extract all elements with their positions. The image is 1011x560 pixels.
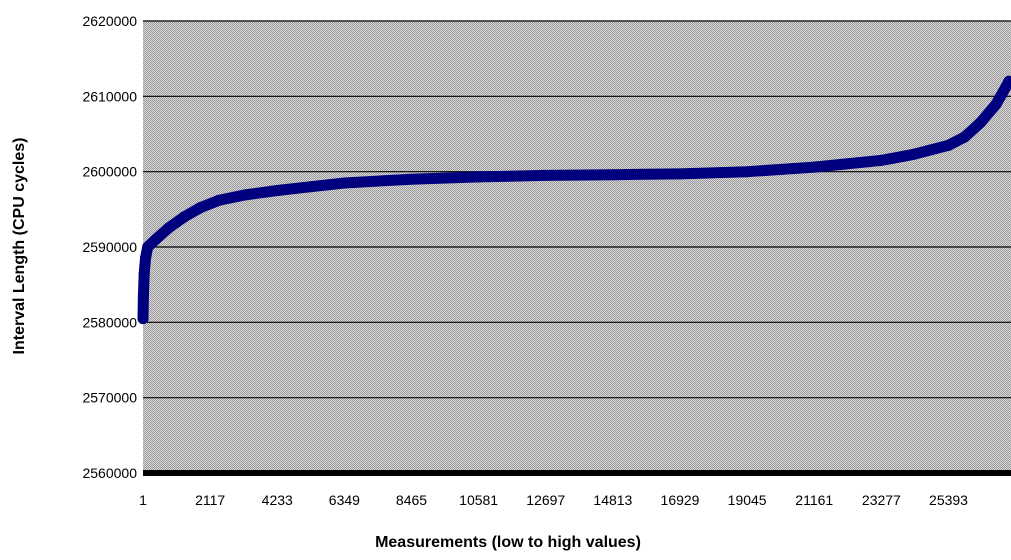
x-tick-label: 21161 [795, 492, 833, 508]
y-tick-label: 2560000 [82, 465, 137, 481]
data-point [959, 131, 971, 143]
data-point [178, 211, 190, 223]
x-tick-label: 16929 [661, 492, 700, 508]
data-point [137, 290, 149, 302]
x-tick-label: 8465 [396, 492, 427, 508]
data-point [138, 267, 150, 279]
x-tick-label: 6349 [329, 492, 360, 508]
data-point [908, 148, 920, 160]
data-point [607, 169, 619, 181]
y-tick-label: 2620000 [82, 13, 137, 29]
data-point [271, 185, 283, 196]
data-point [974, 117, 986, 129]
y-axis-title: Interval Length (CPU cycles) [11, 138, 28, 355]
data-point [674, 168, 686, 180]
data-point [1003, 75, 1011, 87]
x-axis-ticks: 1 2117 4233 6349 8465 10581 12697 14813 16929 190… [139, 492, 968, 508]
y-tick-label: 2590000 [82, 239, 137, 255]
x-tick-label: 2117 [195, 492, 225, 508]
data-point [137, 313, 149, 325]
data-point [808, 161, 820, 173]
data-point [741, 166, 753, 178]
data-point [142, 241, 154, 253]
x-tick-label: 10581 [459, 492, 498, 508]
data-point [239, 189, 250, 201]
y-axis-ticks: 2620000 2610000 2600000 2590000 2580000 25700… [82, 13, 137, 481]
data-point [140, 252, 151, 264]
data-point [875, 154, 887, 166]
data-point [305, 181, 317, 193]
y-tick-label: 2580000 [82, 314, 137, 330]
y-tick-label: 2570000 [82, 390, 137, 406]
series-layer [137, 75, 1011, 325]
data-point [150, 234, 162, 245]
x-axis-title: Measurements (low to high values) [375, 534, 641, 551]
data-point [540, 169, 552, 181]
x-tick-label: 25393 [929, 492, 968, 508]
x-tick-label: 1 [139, 492, 147, 508]
x-tick-label: 4233 [262, 492, 293, 508]
y-tick-label: 2600000 [82, 164, 137, 180]
x-tick-label: 12697 [526, 492, 565, 508]
data-point [213, 194, 225, 206]
data-point [943, 139, 954, 151]
data-point [406, 173, 417, 185]
y-tick-label: 2610000 [82, 88, 137, 104]
x-tick-label: 19045 [728, 492, 767, 508]
data-point [162, 222, 174, 234]
data-point [473, 171, 485, 183]
data-point [990, 98, 1002, 110]
x-tick-label: 23277 [862, 492, 901, 508]
data-point [338, 177, 350, 189]
x-tick-label: 14813 [593, 492, 632, 508]
data-point [194, 202, 206, 214]
